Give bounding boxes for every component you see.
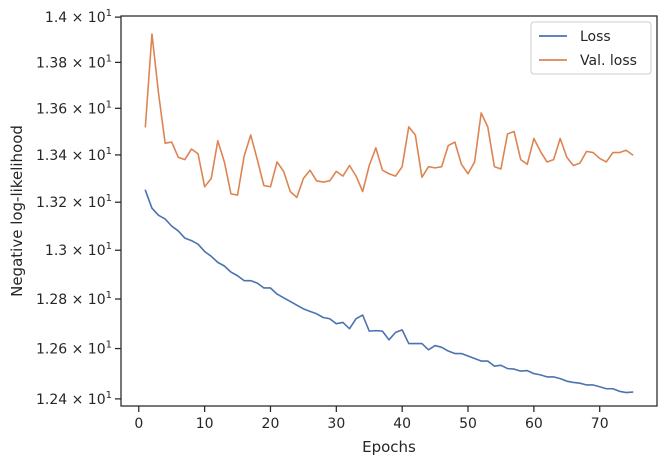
x-tick-label: 30	[327, 416, 345, 432]
x-tick-label: 60	[525, 416, 543, 432]
y-tick-label: 1.26 × 101	[36, 340, 112, 358]
plot-frame	[120, 15, 658, 407]
y-tick-label: 1.3 × 101	[45, 241, 112, 259]
series-line-val-loss	[144, 33, 634, 199]
y-tick-label: 1.38 × 101	[36, 53, 112, 71]
x-tick-label: 20	[262, 416, 280, 432]
y-tick-label: 1.32 × 101	[36, 193, 112, 211]
legend-box	[530, 21, 652, 75]
legend: Loss Val. loss	[530, 21, 652, 75]
y-tick-label: 1.34 × 101	[36, 146, 112, 164]
x-tick-label: 70	[591, 416, 609, 432]
y-tick-label: 1.4 × 101	[45, 8, 112, 26]
series-layer	[144, 33, 634, 394]
y-axis-label: Negative log-likelihood	[8, 125, 26, 297]
x-tick-label: 50	[459, 416, 477, 432]
x-tick-label: 10	[196, 416, 214, 432]
y-tick-label: 1.24 × 101	[36, 390, 112, 408]
x-tick-label: 0	[134, 416, 143, 432]
series-line-loss	[144, 189, 634, 394]
x-axis-label: Epochs	[362, 438, 416, 456]
y-tick-label: 1.36 × 101	[36, 99, 112, 117]
x-axis: 0 10 20 30 40 50 60 70	[134, 406, 609, 432]
legend-label: Val. loss	[580, 53, 637, 69]
y-axis: 1.24 × 101 1.26 × 101 1.28 × 101 1.3 × 101 1…	[36, 8, 121, 408]
x-tick-label: 40	[393, 416, 411, 432]
y-tick-label: 1.28 × 101	[36, 290, 112, 308]
legend-label: Loss	[580, 29, 611, 45]
